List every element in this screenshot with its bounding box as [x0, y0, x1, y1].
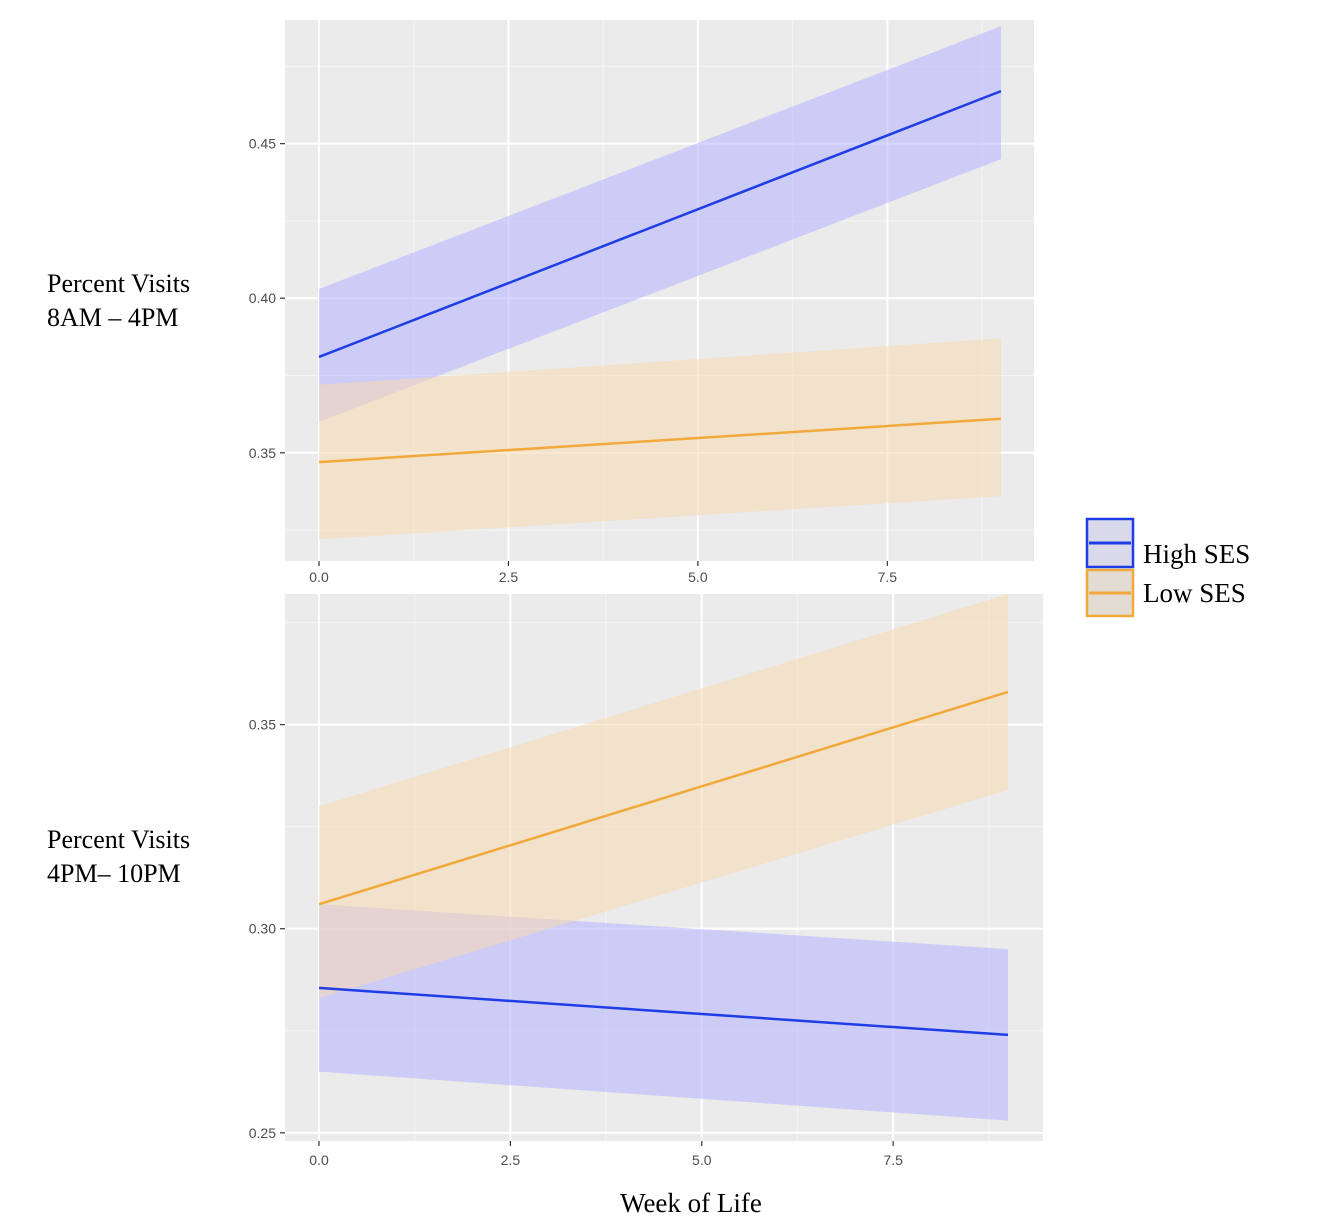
- panel-top-y-axis: 0.35 0.40 0.45: [249, 136, 285, 461]
- legend: High SES Low SES: [1085, 517, 1250, 618]
- series-line-high-ses: [318, 986, 1009, 1037]
- series-line-low-ses: [318, 690, 1009, 906]
- y-tick-label: 0.30: [249, 921, 276, 937]
- x-axis-title: Week of Life: [620, 1188, 762, 1218]
- panel-top-x-axis: 0.0 2.5 5.0 7.5: [309, 561, 897, 585]
- x-tick-label: 7.5: [883, 1152, 903, 1168]
- legend-item-low-ses: Low SES: [1085, 568, 1246, 618]
- legend-item-high-ses: High SES: [1085, 517, 1250, 569]
- y-tick-label: 0.35: [249, 717, 276, 733]
- x-tick-label: 5.0: [692, 1152, 712, 1168]
- x-tick-label: 2.5: [499, 569, 519, 585]
- confidence-band-low-ses: [319, 338, 1001, 540]
- y-tick-label: 0.25: [249, 1125, 276, 1141]
- panel-top: 0.35 0.40 0.45 0.0 2.5 5.0 7.5 Percent Visits…: [47, 20, 1034, 585]
- panel-top-series-lines: [318, 89, 1002, 464]
- confidence-band-low-ses: [319, 594, 1008, 999]
- series-line-high-ses: [318, 89, 1002, 359]
- x-tick-label: 7.5: [878, 569, 898, 585]
- panel-bottom-label-line-2: 4PM– 10PM: [47, 859, 181, 888]
- x-tick-label: 2.5: [501, 1152, 521, 1168]
- legend-label-high-ses: High SES: [1143, 539, 1250, 569]
- panel-top-label-line-2: 8AM – 4PM: [47, 303, 178, 332]
- x-tick-label: 0.0: [309, 569, 329, 585]
- legend-label-low-ses: Low SES: [1143, 578, 1246, 608]
- y-tick-label: 0.35: [249, 445, 276, 461]
- x-tick-label: 5.0: [688, 569, 708, 585]
- panel-bottom-series-lines: [318, 690, 1009, 1037]
- panel-bottom-y-axis: 0.25 0.30 0.35: [249, 717, 285, 1141]
- panel-bottom-x-axis: 0.0 2.5 5.0 7.5: [309, 1141, 903, 1168]
- y-tick-label: 0.40: [249, 290, 276, 306]
- panel-bottom-label-line-1: Percent Visits: [47, 825, 190, 854]
- y-tick-label: 0.45: [249, 136, 276, 152]
- x-tick-label: 0.0: [309, 1152, 329, 1168]
- series-line-low-ses: [318, 417, 1002, 464]
- panel-bottom: 0.25 0.30 0.35 0.0 2.5 5.0 7.5 Percent Visits…: [47, 594, 1043, 1168]
- panel-top-label-line-1: Percent Visits: [47, 269, 190, 298]
